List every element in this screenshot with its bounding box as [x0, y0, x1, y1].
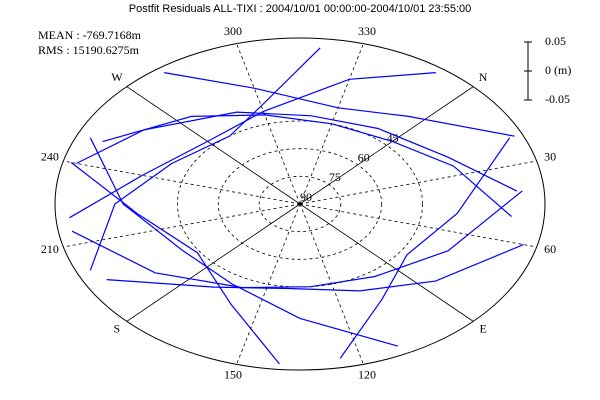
elevation-label: 75	[329, 170, 341, 184]
residual-track	[71, 190, 523, 289]
azimuth-label: 60	[544, 242, 556, 256]
residual-track	[69, 72, 436, 219]
scale-label: 0.05	[545, 34, 566, 48]
elevation-label: 60	[358, 151, 370, 165]
scale-label: -0.05	[545, 92, 570, 106]
azimuth-spoke	[63, 203, 301, 248]
elevation-label: 45	[387, 131, 399, 145]
mean-label: MEAN : -769.7168m	[38, 28, 142, 42]
chart-title: Postfit Residuals ALL-TIXI : 2004/10/01 …	[129, 3, 471, 15]
azimuth-spoke	[299, 160, 537, 205]
azimuth-spoke	[63, 160, 301, 205]
azimuth-label: S	[114, 322, 121, 336]
azimuth-label: N	[479, 70, 488, 84]
azimuth-label: 300	[224, 24, 242, 38]
azimuth-label: E	[479, 322, 486, 336]
azimuth-label: 150	[224, 368, 242, 382]
azimuth-spoke	[299, 203, 474, 322]
residual-track	[164, 72, 515, 137]
azimuth-label: 240	[41, 150, 59, 164]
elevation-ring	[258, 175, 342, 233]
azimuth-label: 120	[358, 368, 376, 382]
azimuth-spoke	[299, 86, 474, 205]
residual-track	[102, 114, 512, 217]
azimuth-label: 30	[544, 150, 556, 164]
azimuth-label: 330	[358, 24, 376, 38]
residual-track	[70, 162, 280, 365]
elevation-ring	[217, 148, 383, 260]
scale-label: 0 (m)	[545, 63, 571, 77]
azimuth-label: 210	[41, 242, 59, 256]
azimuth-spoke	[299, 203, 537, 248]
residual-track	[106, 244, 524, 292]
rms-label: RMS : 15190.6275m	[38, 43, 140, 57]
azimuth-label: W	[111, 70, 123, 84]
horizon	[54, 37, 546, 371]
elevation-label: 90	[300, 190, 312, 204]
azimuth-spoke	[299, 203, 364, 365]
residual-track	[89, 47, 321, 271]
residual-track	[339, 137, 511, 359]
